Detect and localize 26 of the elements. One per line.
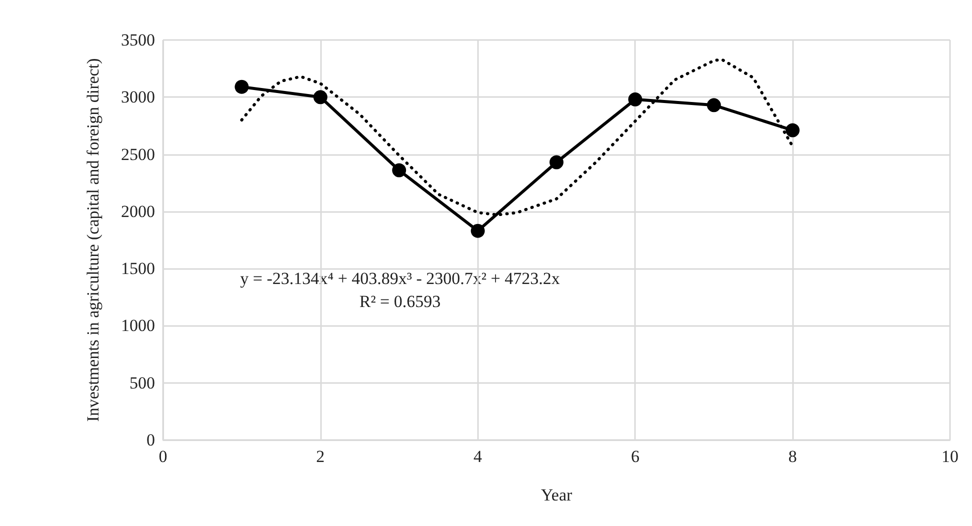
y-tick-label: 3500 [121, 30, 155, 50]
point [392, 163, 406, 178]
y-tick-label: 2500 [121, 144, 155, 164]
point [470, 224, 485, 238]
x-tick-label: 6 [630, 447, 640, 466]
x-tick-label: 0 [158, 447, 168, 466]
point [313, 90, 328, 104]
y-tick-label: 0 [146, 430, 155, 450]
point [706, 98, 721, 112]
y-tick-label: 500 [130, 373, 155, 392]
x-tick-label: 2 [316, 447, 325, 466]
x-tick-label: 4 [474, 447, 483, 466]
annotation: R² = 0.6593 [359, 292, 441, 311]
x-tick-label: 8 [788, 447, 797, 466]
y-tick-label: 1500 [121, 259, 155, 278]
y-axis-title: Investments in agriculture (capital and foreign direct) [84, 58, 102, 422]
y-tick-label: 1000 [121, 316, 155, 336]
annotation: y = -23.134x⁴ + 403.89x³ - 2300.7x² + 4723.2x [240, 269, 560, 288]
point [786, 123, 800, 138]
point [628, 92, 642, 106]
x-axis-title: Year [540, 486, 572, 504]
x-tick-label: 10 [942, 447, 958, 466]
point [550, 155, 564, 170]
point [234, 80, 249, 94]
y-tick-label: 2000 [121, 202, 155, 221]
y-tick-label: 3000 [121, 88, 155, 107]
